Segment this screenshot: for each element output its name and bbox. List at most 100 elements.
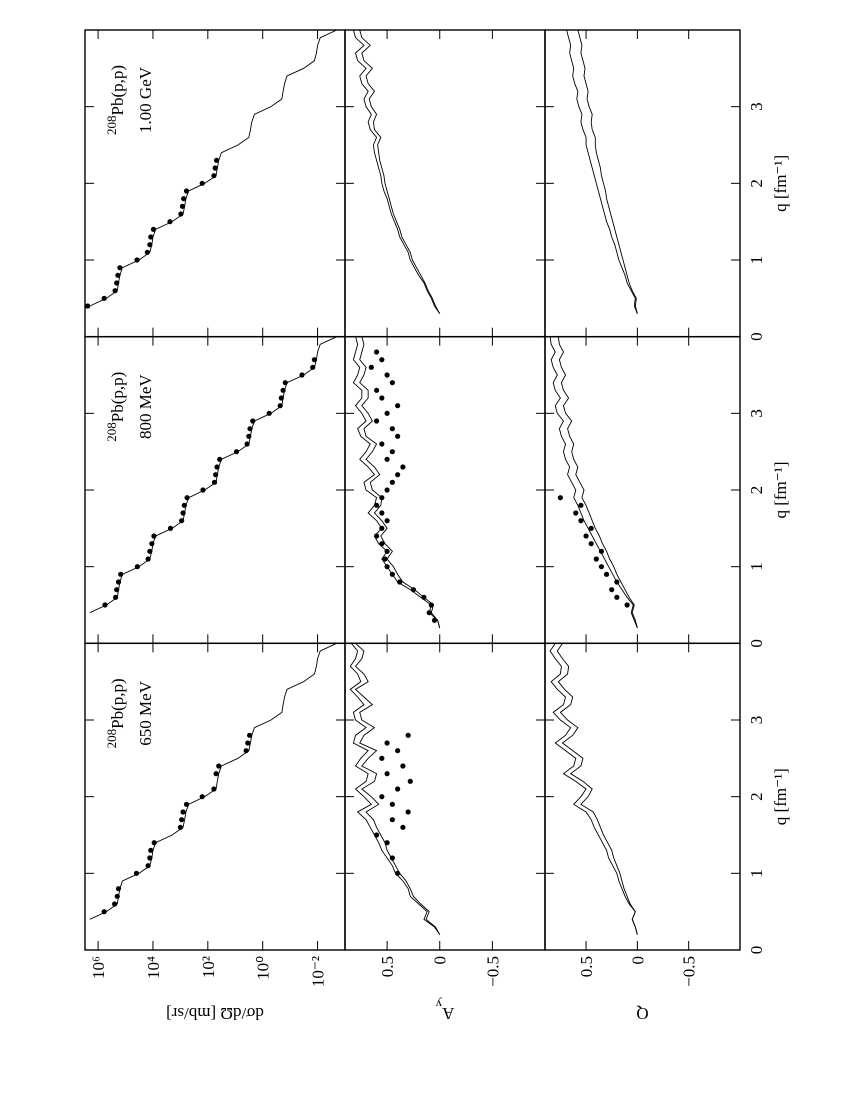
data-point — [115, 272, 121, 278]
energy-label: 800 MeV — [136, 374, 155, 439]
data-point — [117, 265, 123, 271]
data-point — [373, 832, 380, 838]
x-tick-label: 2 — [747, 179, 766, 188]
data-point — [395, 786, 401, 792]
theory-curve — [549, 336, 638, 629]
data-point — [311, 357, 318, 363]
data-point — [428, 602, 434, 608]
data-point — [421, 594, 427, 600]
data-point — [384, 372, 390, 378]
theory-curve — [354, 642, 441, 935]
data-point — [277, 403, 283, 409]
x-tick-label: 3 — [747, 409, 766, 418]
data-point — [614, 594, 620, 600]
data-point — [115, 886, 122, 892]
y-axis-label: Q — [636, 1004, 648, 1023]
data-point — [181, 502, 187, 508]
data-point — [112, 901, 118, 907]
data-point — [389, 426, 395, 432]
data-point — [217, 456, 223, 462]
data-point — [379, 441, 385, 447]
data-point — [557, 495, 563, 501]
data-point — [400, 464, 406, 470]
data-point — [407, 778, 413, 784]
data-point — [151, 840, 157, 846]
data-point — [115, 579, 122, 585]
data-point — [384, 456, 390, 462]
y-tick-label: 0.5 — [378, 956, 397, 977]
data-point — [624, 602, 630, 608]
y-axis-label-main: Q — [636, 1004, 648, 1023]
data-point — [395, 433, 401, 439]
data-point — [149, 541, 155, 547]
x-tick-label: 3 — [747, 716, 766, 725]
y-tick-label: 10⁰ — [254, 956, 273, 980]
nucleus-mass: 208 — [104, 422, 119, 442]
data-point — [379, 510, 385, 516]
data-point — [246, 433, 252, 439]
x-tick-label: 2 — [747, 792, 766, 801]
theory-curve — [556, 643, 638, 935]
x-axis-label: q [fm⁻¹] — [771, 768, 790, 825]
data-point — [214, 464, 220, 470]
data-point — [167, 219, 173, 225]
data-point — [211, 479, 218, 485]
data-point — [233, 449, 240, 455]
data-point — [150, 226, 157, 232]
data-point — [177, 824, 183, 830]
data-point — [101, 909, 107, 915]
data-point — [389, 479, 395, 485]
data-point — [147, 855, 153, 861]
data-point — [147, 548, 153, 554]
data-point — [112, 288, 118, 294]
data-point — [588, 541, 594, 547]
theory-curve — [352, 336, 441, 629]
data-point — [373, 502, 380, 508]
data-point — [384, 548, 390, 554]
data-point — [379, 357, 385, 363]
data-point — [85, 303, 91, 309]
data-point — [180, 809, 186, 815]
data-point — [405, 809, 411, 815]
data-point — [113, 594, 119, 600]
theory-curve — [549, 643, 638, 935]
theory-curve — [557, 336, 638, 629]
y-tick-label: 0 — [431, 956, 450, 965]
reaction: Pb(p,p) — [108, 65, 127, 116]
x-tick-label: 1 — [747, 562, 766, 571]
theory-curve — [577, 29, 638, 314]
y-axis-label: dσ/dΩ [mb/sr] — [166, 1004, 264, 1023]
data-point — [144, 249, 150, 255]
reaction-label: 208Pb(p,p) — [104, 372, 128, 442]
data-point — [384, 410, 390, 416]
x-tick-label: 1 — [747, 256, 766, 265]
y-axis-label-main: dσ/dΩ [mb/sr] — [166, 1004, 264, 1023]
x-tick-label: 1 — [747, 869, 766, 878]
data-point — [282, 380, 288, 386]
data-point — [384, 487, 390, 493]
data-point — [379, 495, 385, 501]
nucleus-mass: 208 — [104, 729, 119, 749]
data-point — [213, 157, 220, 163]
data-point — [280, 387, 286, 393]
x-axis-label: q [fm⁻¹] — [771, 155, 790, 212]
data-point — [578, 518, 584, 524]
data-point — [179, 817, 185, 823]
data-point — [211, 786, 217, 792]
data-point — [614, 579, 620, 585]
y-tick-label: −0.5 — [483, 956, 502, 987]
reaction-label: 208Pb(p,p) — [104, 678, 128, 748]
data-point — [266, 410, 272, 416]
y-tick-label: 10⁶ — [89, 956, 108, 979]
data-point — [373, 533, 380, 539]
data-point — [397, 579, 403, 585]
data-point — [373, 349, 380, 355]
data-point — [118, 571, 124, 577]
nucleus-mass: 208 — [104, 116, 119, 136]
y-tick-label: 0 — [628, 956, 647, 965]
data-point — [389, 855, 395, 861]
data-point — [133, 870, 140, 876]
data-point — [395, 748, 401, 754]
